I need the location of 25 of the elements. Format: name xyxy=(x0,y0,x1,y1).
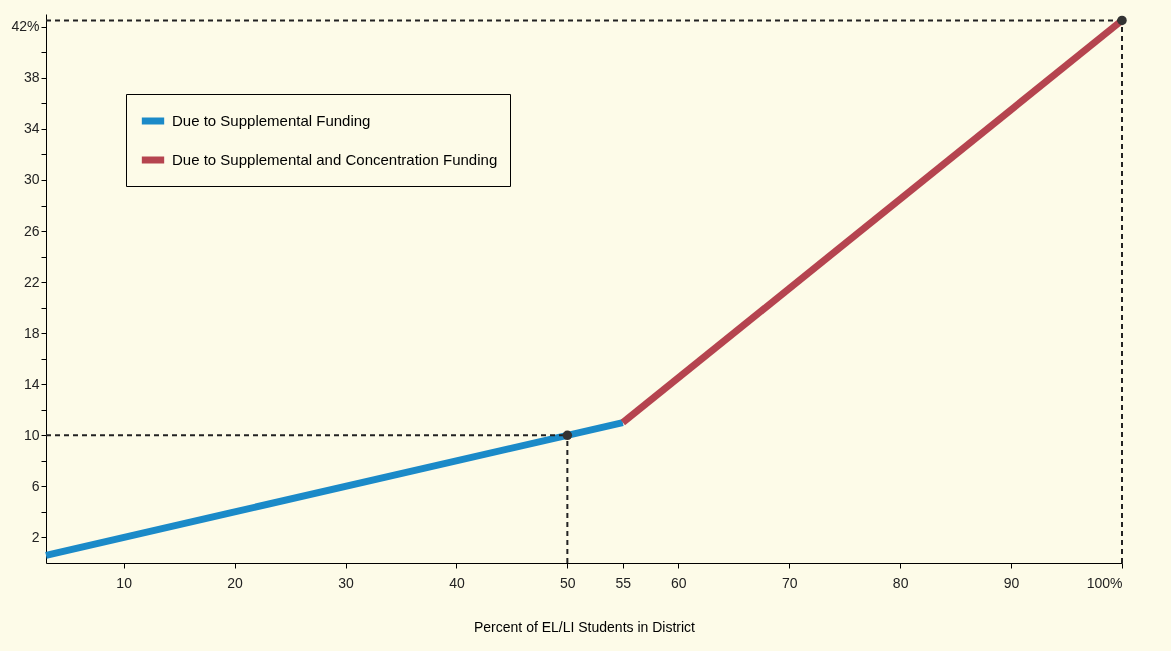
x-tick-label: 100% xyxy=(1086,574,1123,591)
x-tick-label: 20 xyxy=(227,574,244,591)
x-tick-label: 50 xyxy=(560,574,576,591)
x-tick-label: 90 xyxy=(1003,574,1020,591)
y-tick-label: 14 xyxy=(23,375,40,392)
y-tick-label: 34 xyxy=(23,120,40,137)
x-tick-label: 55 xyxy=(615,574,632,591)
y-tick-label: 10 xyxy=(23,426,40,443)
x-tick-label: 70 xyxy=(781,574,798,591)
x-tick-label: 30 xyxy=(338,574,354,591)
x-tick-label: 10 xyxy=(116,574,133,591)
y-tick-label: 30 xyxy=(23,171,40,188)
y-tick-label: 26 xyxy=(23,222,40,239)
legend-label: Due to Supplemental and Concentration Funding xyxy=(172,151,498,168)
y-tick-label: 42% xyxy=(11,18,40,35)
y-tick-label: 2 xyxy=(31,528,40,545)
x-tick-label: 40 xyxy=(449,574,465,591)
x-axis-title: Percent of EL/LI Students in District xyxy=(474,618,696,635)
x-tick-label: 80 xyxy=(892,574,909,591)
legend-label: Due to Supplemental Funding xyxy=(172,112,371,129)
y-tick-label: 6 xyxy=(31,477,40,494)
y-tick-label: 38 xyxy=(23,69,40,86)
y-tick-label: 22 xyxy=(23,273,40,290)
x-tick-label: 60 xyxy=(671,574,687,591)
y-tick-label: 18 xyxy=(23,324,40,341)
